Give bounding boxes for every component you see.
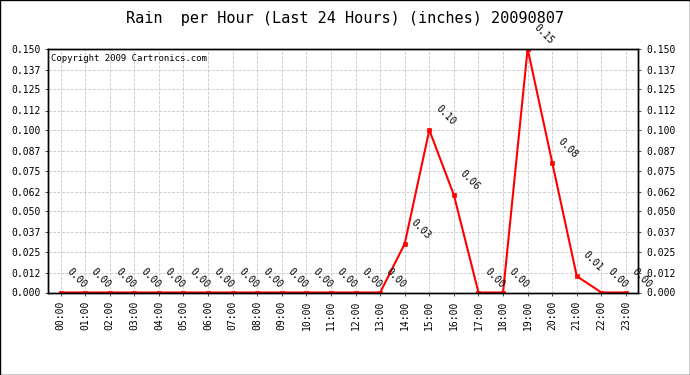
Text: 0.00: 0.00 (262, 266, 285, 290)
Text: 0.00: 0.00 (482, 266, 506, 290)
Text: 0.00: 0.00 (163, 266, 187, 290)
Text: 0.00: 0.00 (384, 266, 408, 290)
Text: 0.00: 0.00 (606, 266, 629, 290)
Text: Copyright 2009 Cartronics.com: Copyright 2009 Cartronics.com (51, 54, 207, 63)
Text: 0.00: 0.00 (237, 266, 261, 290)
Text: 0.03: 0.03 (409, 217, 433, 241)
Text: 0.00: 0.00 (89, 266, 113, 290)
Text: 0.15: 0.15 (532, 22, 555, 46)
Text: 0.10: 0.10 (433, 104, 457, 127)
Text: Rain  per Hour (Last 24 Hours) (inches) 20090807: Rain per Hour (Last 24 Hours) (inches) 2… (126, 11, 564, 26)
Text: 0.01: 0.01 (581, 250, 604, 273)
Text: 0.00: 0.00 (630, 266, 654, 290)
Text: 0.00: 0.00 (188, 266, 211, 290)
Text: 0.00: 0.00 (286, 266, 310, 290)
Text: 0.08: 0.08 (556, 136, 580, 160)
Text: 0.00: 0.00 (139, 266, 162, 290)
Text: 0.00: 0.00 (507, 266, 531, 290)
Text: 0.00: 0.00 (213, 266, 236, 290)
Text: 0.06: 0.06 (458, 168, 482, 192)
Text: 0.00: 0.00 (359, 266, 384, 290)
Text: 0.00: 0.00 (310, 266, 334, 290)
Text: 0.00: 0.00 (65, 266, 88, 290)
Text: 0.00: 0.00 (335, 266, 359, 290)
Text: 0.00: 0.00 (114, 266, 137, 290)
